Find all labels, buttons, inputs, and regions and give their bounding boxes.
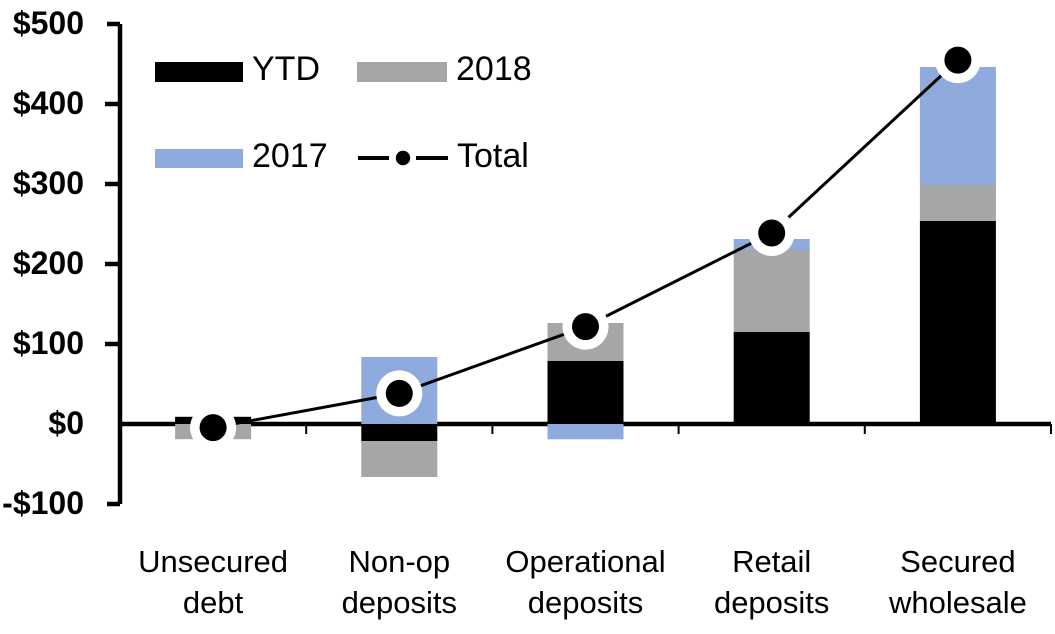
svg-text:-$100: -$100 <box>2 485 84 521</box>
svg-text:YTD: YTD <box>252 50 320 88</box>
svg-text:Operational: Operational <box>505 544 665 579</box>
svg-text:Total: Total <box>457 137 529 175</box>
svg-text:2017: 2017 <box>252 137 328 175</box>
svg-text:2018: 2018 <box>456 50 532 88</box>
svg-text:$0: $0 <box>48 405 84 441</box>
svg-text:deposits: deposits <box>342 585 457 620</box>
svg-text:wholesale: wholesale <box>888 585 1027 620</box>
svg-text:Unsecured: Unsecured <box>138 544 288 579</box>
svg-text:deposits: deposits <box>528 585 643 620</box>
svg-text:$100: $100 <box>13 325 84 361</box>
svg-text:$300: $300 <box>13 165 84 201</box>
svg-text:deposits: deposits <box>714 585 829 620</box>
svg-text:Non-op: Non-op <box>348 544 450 579</box>
svg-text:Retail: Retail <box>732 544 811 579</box>
svg-text:$500: $500 <box>13 5 84 41</box>
svg-text:$400: $400 <box>13 85 84 121</box>
svg-text:Secured: Secured <box>900 544 1015 579</box>
svg-text:debt: debt <box>183 585 244 620</box>
svg-text:$200: $200 <box>13 245 84 281</box>
